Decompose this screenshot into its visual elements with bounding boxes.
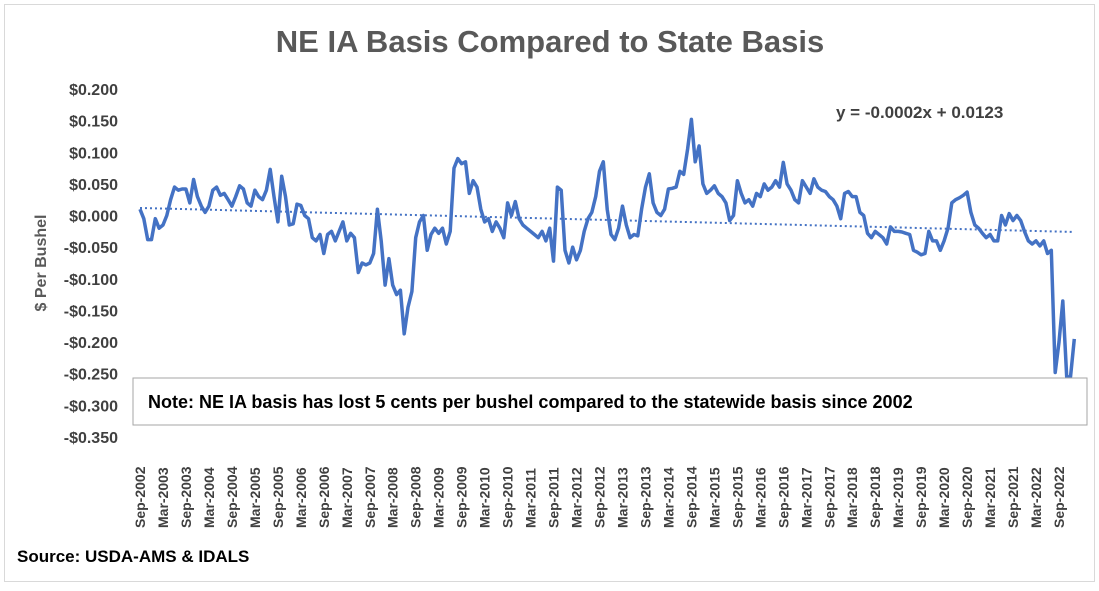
x-tick-label: Sep-2011 [546,467,562,528]
x-tick-label: Mar-2009 [431,467,447,528]
y-tick-label: $0.150 [69,114,118,131]
x-tick-label: Sep-2007 [362,466,378,528]
x-tick-label: Sep-2008 [408,466,424,528]
x-tick-label: Sep-2013 [637,466,653,528]
y-tick-label: $0.050 [69,177,118,194]
x-tick-label: Sep-2002 [132,466,148,528]
x-tick-label: Mar-2008 [385,467,401,528]
y-tick-label: $0.000 [69,209,118,226]
x-tick-label: Sep-2019 [913,466,929,528]
x-tick-label: Sep-2010 [500,466,516,528]
x-tick-label: Sep-2015 [729,466,745,528]
y-tick-label: -$0.350 [64,430,118,447]
x-tick-label: Sep-2021 [1005,466,1021,528]
x-tick-label: Mar-2003 [155,467,171,528]
x-tick-label: Mar-2019 [890,467,906,528]
x-tick-label: Sep-2016 [775,466,791,528]
x-tick-label: Mar-2005 [247,467,263,528]
y-tick-label: $0.100 [69,145,118,162]
x-tick-label: Mar-2013 [614,467,630,528]
x-tick-label: Mar-2006 [293,467,309,528]
x-tick-label: Sep-2014 [683,466,699,528]
y-tick-label: -$0.150 [64,303,118,320]
x-tick-label: Mar-2014 [660,467,676,528]
x-tick-label: Mar-2010 [477,467,493,528]
y-axis-title: $ Per Bushel [33,215,50,312]
x-tick-label: Mar-2004 [201,467,217,528]
x-tick-label: Mar-2022 [1028,467,1044,528]
x-tick-label: Mar-2012 [569,467,585,528]
x-tick-label: Sep-2006 [316,466,332,528]
x-tick-label: Sep-2018 [867,466,883,528]
x-tick-label: Sep-2004 [224,466,240,528]
x-tick-label: Sep-2005 [270,466,286,528]
y-tick-label: -$0.250 [64,367,118,384]
x-tick-label: Mar-2017 [798,467,814,528]
y-tick-label: -$0.100 [64,272,118,289]
equation: y = -0.0002x + 0.0123 [836,103,1003,122]
x-tick-label: Mar-2020 [936,467,952,528]
y-tick-label: $0.200 [69,82,118,99]
x-tick-label: Sep-2022 [1051,466,1067,528]
x-tick-label: Mar-2018 [844,467,860,528]
chart-frame [4,4,1095,582]
x-tick-label: Mar-2015 [706,467,722,528]
x-tick-label: Sep-2012 [592,466,608,528]
y-tick-label: -$0.050 [64,240,118,257]
x-tick-label: Mar-2016 [752,467,768,528]
y-tick-label: -$0.200 [64,335,118,352]
x-tick-label: Mar-2011 [523,468,539,528]
x-tick-label: Sep-2003 [178,466,194,528]
note: Note: NE IA basis has lost 5 cents per b… [148,392,913,412]
note-box [132,377,1088,426]
y-tick-label: -$0.300 [64,398,118,415]
x-tick-label: Mar-2021 [982,467,998,528]
data-line [138,117,1077,379]
chart-title: NE IA Basis Compared to State Basis [276,24,824,59]
x-tick-label: Sep-2020 [959,466,975,528]
x-tick-label: Sep-2009 [454,466,470,528]
x-tick-label: Sep-2017 [821,466,837,528]
source: Source: USDA-AMS & IDALS [17,547,249,566]
x-tick-label: Mar-2007 [339,467,355,528]
